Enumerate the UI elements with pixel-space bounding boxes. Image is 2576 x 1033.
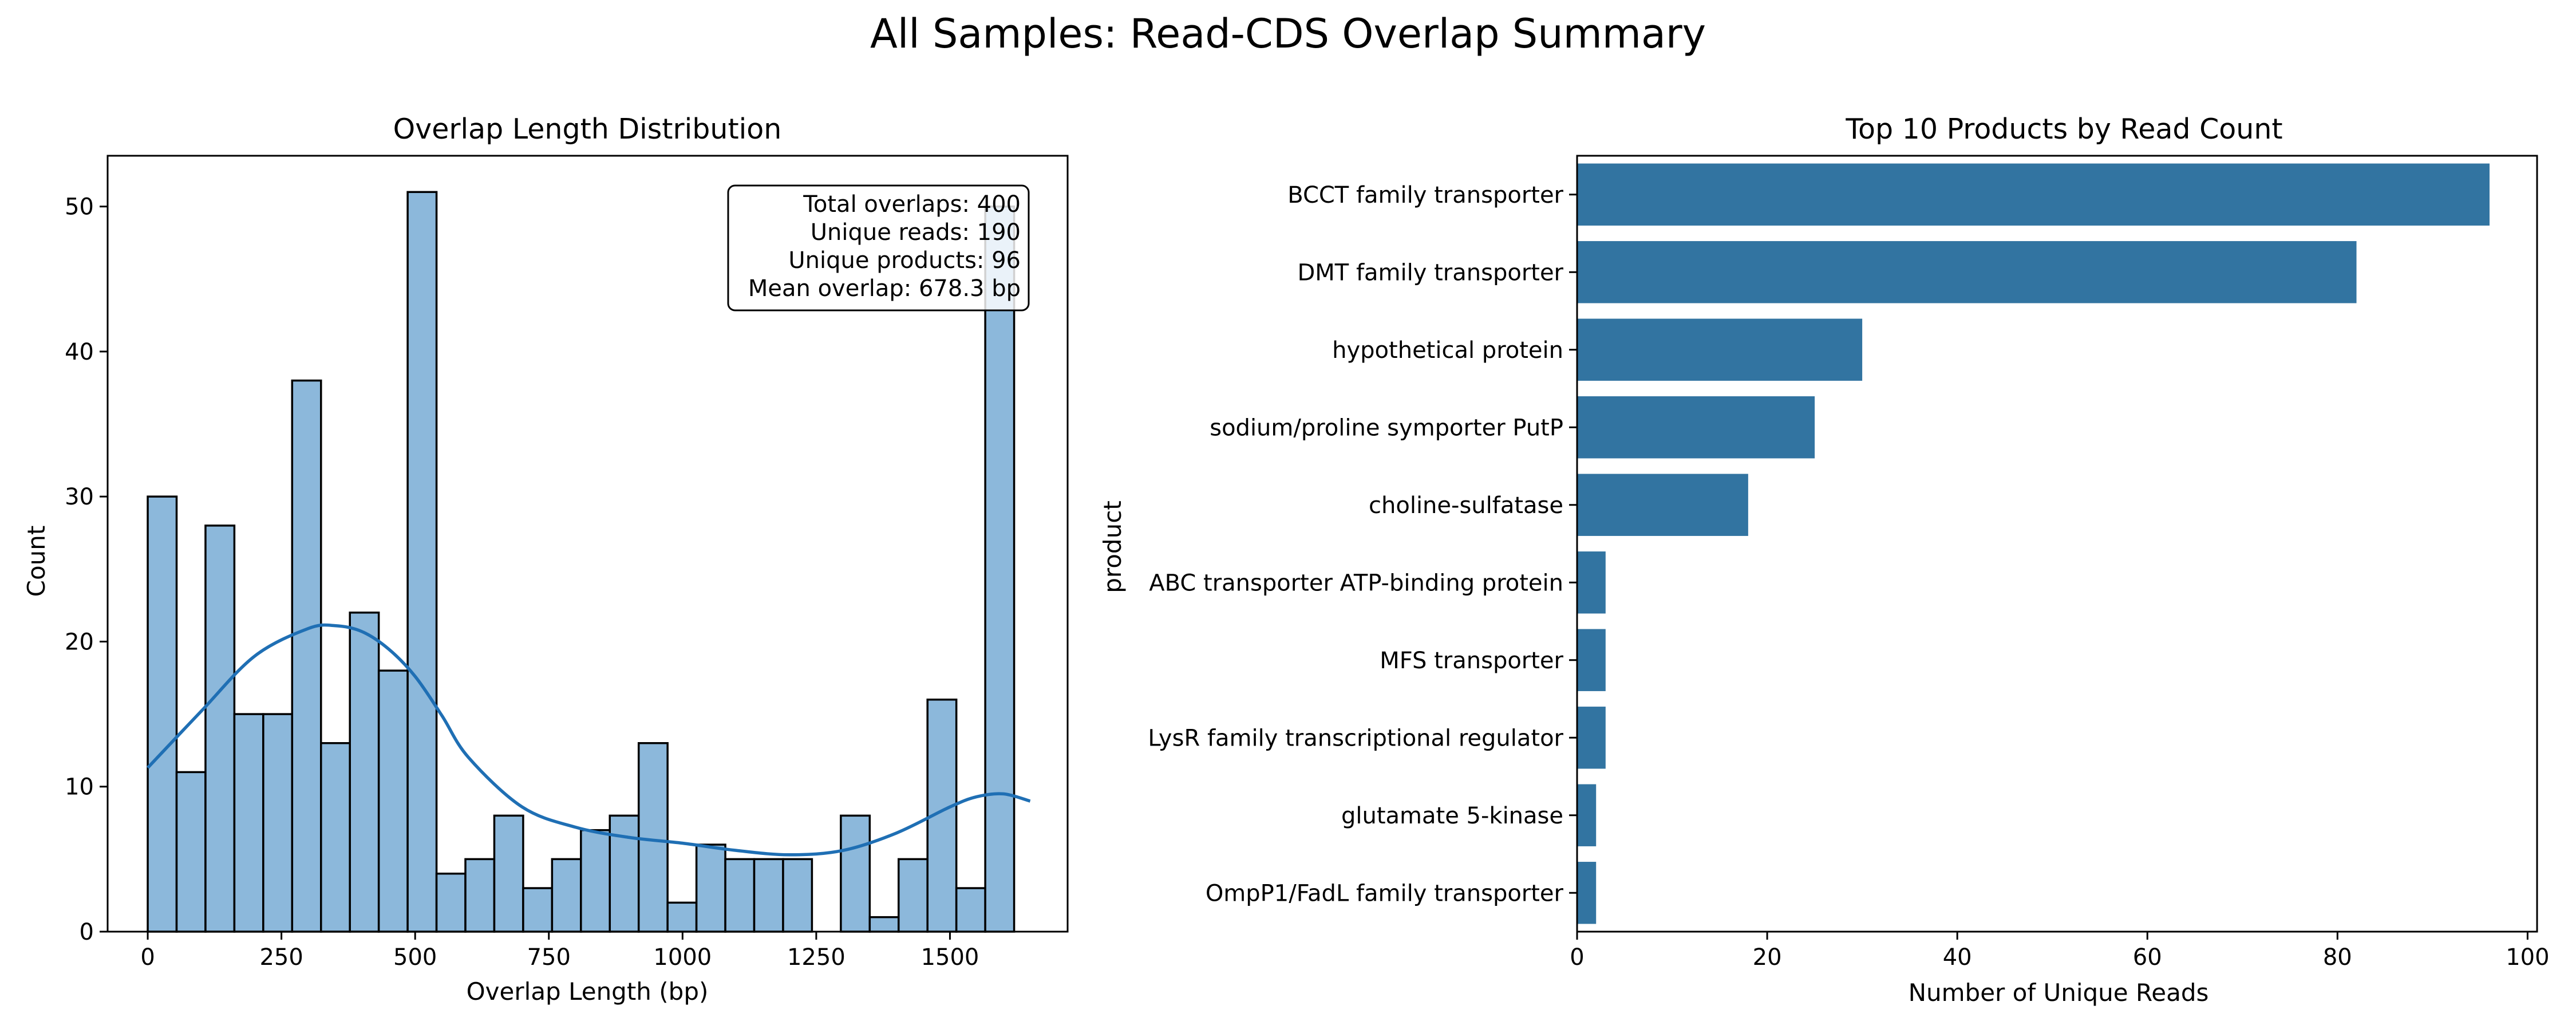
- histogram-bar: [406, 191, 438, 933]
- product-bar: [1577, 241, 2357, 303]
- histogram-bar: [753, 858, 784, 933]
- histogram-bar: [204, 525, 236, 933]
- histogram-bar: [262, 713, 294, 933]
- product-bar: [1577, 318, 1863, 381]
- histogram-x-tick-label: 250: [259, 944, 303, 971]
- stats-line: Mean overlap: 678.3 bp: [748, 275, 1021, 302]
- stats-line: Unique products: 96: [788, 247, 1021, 274]
- histogram-bar: [840, 814, 871, 933]
- histogram-y-tick-label: 30: [65, 484, 94, 510]
- bar-x-tick-label: 20: [1753, 944, 1782, 971]
- histogram-bar: [609, 814, 640, 933]
- bar-x-tick-label: 0: [1570, 944, 1584, 971]
- histogram-panel: Overlap Length Distribution Overlap Leng…: [22, 113, 1069, 1006]
- product-label: sodium/proline symporter PutP: [1210, 415, 1563, 441]
- product-bar: [1577, 784, 1597, 846]
- histogram-bar: [695, 843, 726, 933]
- histogram-axes-frame: [106, 155, 1069, 933]
- histogram-bar: [868, 916, 900, 933]
- histogram-bar: [522, 887, 554, 933]
- bar-x-tick-label: 60: [2133, 944, 2162, 971]
- figure-title: All Samples: Read-CDS Overlap Summary: [870, 10, 1706, 57]
- histogram-bar: [320, 742, 351, 933]
- product-label: ABC transporter ATP-binding protein: [1149, 570, 1563, 596]
- product-bar: [1577, 163, 2490, 226]
- product-label: glutamate 5-kinase: [1341, 803, 1563, 829]
- product-bar: [1577, 551, 1606, 614]
- histogram-bar: [175, 771, 207, 933]
- histogram-bar: [291, 379, 322, 933]
- histogram-y-tick-label: 50: [65, 194, 94, 220]
- bar-chart-title: Top 10 Products by Read Count: [1845, 113, 2282, 145]
- product-bar: [1577, 396, 1815, 459]
- histogram-bar: [898, 858, 929, 933]
- histogram-bar: [984, 205, 1016, 933]
- histogram-bar: [435, 872, 467, 933]
- product-label: choline-sulfatase: [1369, 492, 1563, 519]
- bar-chart-y-axis-label: product: [1099, 500, 1127, 593]
- kde-curve: [147, 623, 1031, 857]
- stats-line: Total overlaps: 400: [803, 191, 1021, 218]
- histogram-bar: [637, 742, 669, 933]
- bar-x-tick-label: 80: [2323, 944, 2352, 971]
- bar-chart-x-axis-label: Number of Unique Reads: [1909, 979, 2209, 1007]
- histogram-bar: [349, 612, 380, 933]
- stats-line: Unique reads: 190: [811, 219, 1021, 246]
- histogram-x-axis-label: Overlap Length (bp): [467, 977, 709, 1006]
- histogram-x-tick-label: 1250: [787, 944, 846, 971]
- histogram-x-tick-label: 500: [393, 944, 437, 971]
- histogram-title: Overlap Length Distribution: [393, 113, 782, 145]
- product-label: LysR family transcriptional regulator: [1148, 725, 1563, 751]
- product-bar: [1577, 474, 1748, 536]
- histogram-bar: [782, 858, 813, 933]
- histogram-x-tick-label: 750: [527, 944, 571, 971]
- bar-x-tick-label: 100: [2506, 944, 2549, 971]
- product-label: OmpP1/FadL family transporter: [1206, 880, 1564, 906]
- product-label: DMT family transporter: [1297, 259, 1563, 286]
- histogram-bar: [955, 887, 986, 933]
- bar-chart-panel: Top 10 Products by Read Count Number of …: [1099, 113, 2550, 1007]
- histogram-x-tick-label: 0: [140, 944, 155, 971]
- product-label: hypothetical protein: [1332, 337, 1563, 364]
- bar-axes-frame: [1576, 155, 2538, 933]
- histogram-bar: [580, 829, 611, 933]
- histogram-x-tick-label: 1500: [921, 944, 979, 971]
- stats-box: [727, 184, 1030, 312]
- histogram-bar: [724, 858, 756, 933]
- product-bar: [1577, 707, 1606, 769]
- histogram-bar: [551, 858, 582, 933]
- product-bar: [1577, 629, 1606, 691]
- histogram-y-tick-label: 0: [80, 919, 94, 945]
- histogram-x-tick-label: 1000: [653, 944, 712, 971]
- histogram-y-tick-label: 10: [65, 774, 94, 801]
- histogram-y-axis-label: Count: [22, 526, 50, 597]
- histogram-y-tick-label: 20: [65, 629, 94, 655]
- histogram-y-tick-label: 40: [65, 339, 94, 365]
- product-label: BCCT family transporter: [1287, 182, 1563, 208]
- product-label: MFS transporter: [1380, 648, 1563, 674]
- histogram-bar: [464, 858, 496, 933]
- histogram-bar: [233, 713, 264, 933]
- histogram-bar: [377, 669, 409, 933]
- histogram-bar: [147, 495, 178, 933]
- bar-x-tick-label: 40: [1943, 944, 1972, 971]
- product-bar: [1577, 862, 1597, 924]
- histogram-bar: [493, 814, 524, 933]
- histogram-bar: [666, 901, 698, 933]
